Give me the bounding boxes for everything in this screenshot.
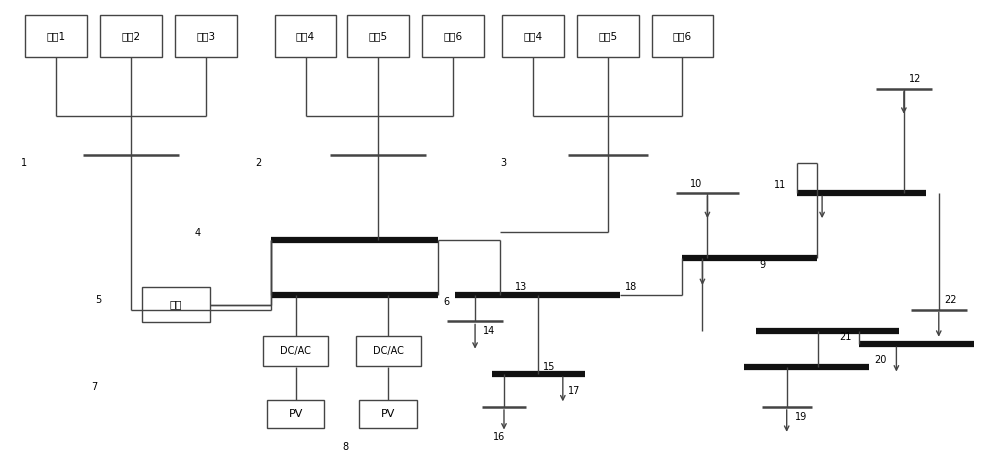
Text: 20: 20 [874,355,886,365]
Text: 3: 3 [500,158,506,168]
Text: PV: PV [288,409,303,419]
Text: 水电6: 水电6 [444,31,463,41]
FancyBboxPatch shape [359,400,417,428]
Text: 水电3: 水电3 [196,31,215,41]
FancyBboxPatch shape [275,15,336,57]
Text: 1: 1 [21,158,27,168]
Text: 6: 6 [443,297,449,307]
Text: 2: 2 [256,158,262,168]
Text: 抽蓄: 抽蓄 [170,300,182,309]
Text: 14: 14 [483,326,495,336]
Text: 22: 22 [944,295,956,305]
Text: 18: 18 [625,282,637,292]
Text: 4: 4 [195,228,201,238]
Text: 21: 21 [839,332,851,342]
FancyBboxPatch shape [267,400,324,428]
Text: DC/AC: DC/AC [280,346,311,356]
Text: 13: 13 [515,282,527,292]
FancyBboxPatch shape [422,15,484,57]
Text: 7: 7 [91,382,97,392]
FancyBboxPatch shape [356,336,421,366]
Text: 16: 16 [493,432,505,442]
Text: 12: 12 [909,74,921,84]
FancyBboxPatch shape [263,336,328,366]
FancyBboxPatch shape [577,15,639,57]
Text: 水电1: 水电1 [47,31,66,41]
Text: 17: 17 [568,386,580,396]
FancyBboxPatch shape [652,15,713,57]
FancyBboxPatch shape [347,15,409,57]
FancyBboxPatch shape [175,15,237,57]
Text: 水电4: 水电4 [296,31,315,41]
Text: 水电5: 水电5 [369,31,388,41]
FancyBboxPatch shape [25,15,87,57]
Text: 水电5: 水电5 [598,31,617,41]
Text: 水电4: 水电4 [523,31,542,41]
Text: 9: 9 [760,260,766,270]
Text: 5: 5 [95,295,101,305]
Text: 8: 8 [342,442,348,452]
Text: 10: 10 [690,178,702,189]
Text: 水电6: 水电6 [673,31,692,41]
Text: DC/AC: DC/AC [373,346,404,356]
FancyBboxPatch shape [142,287,210,322]
Text: 水电2: 水电2 [121,31,141,41]
Text: 11: 11 [774,179,786,190]
FancyBboxPatch shape [100,15,162,57]
Text: 19: 19 [795,411,807,422]
Text: PV: PV [381,409,395,419]
FancyBboxPatch shape [502,15,564,57]
Text: 15: 15 [543,362,556,372]
